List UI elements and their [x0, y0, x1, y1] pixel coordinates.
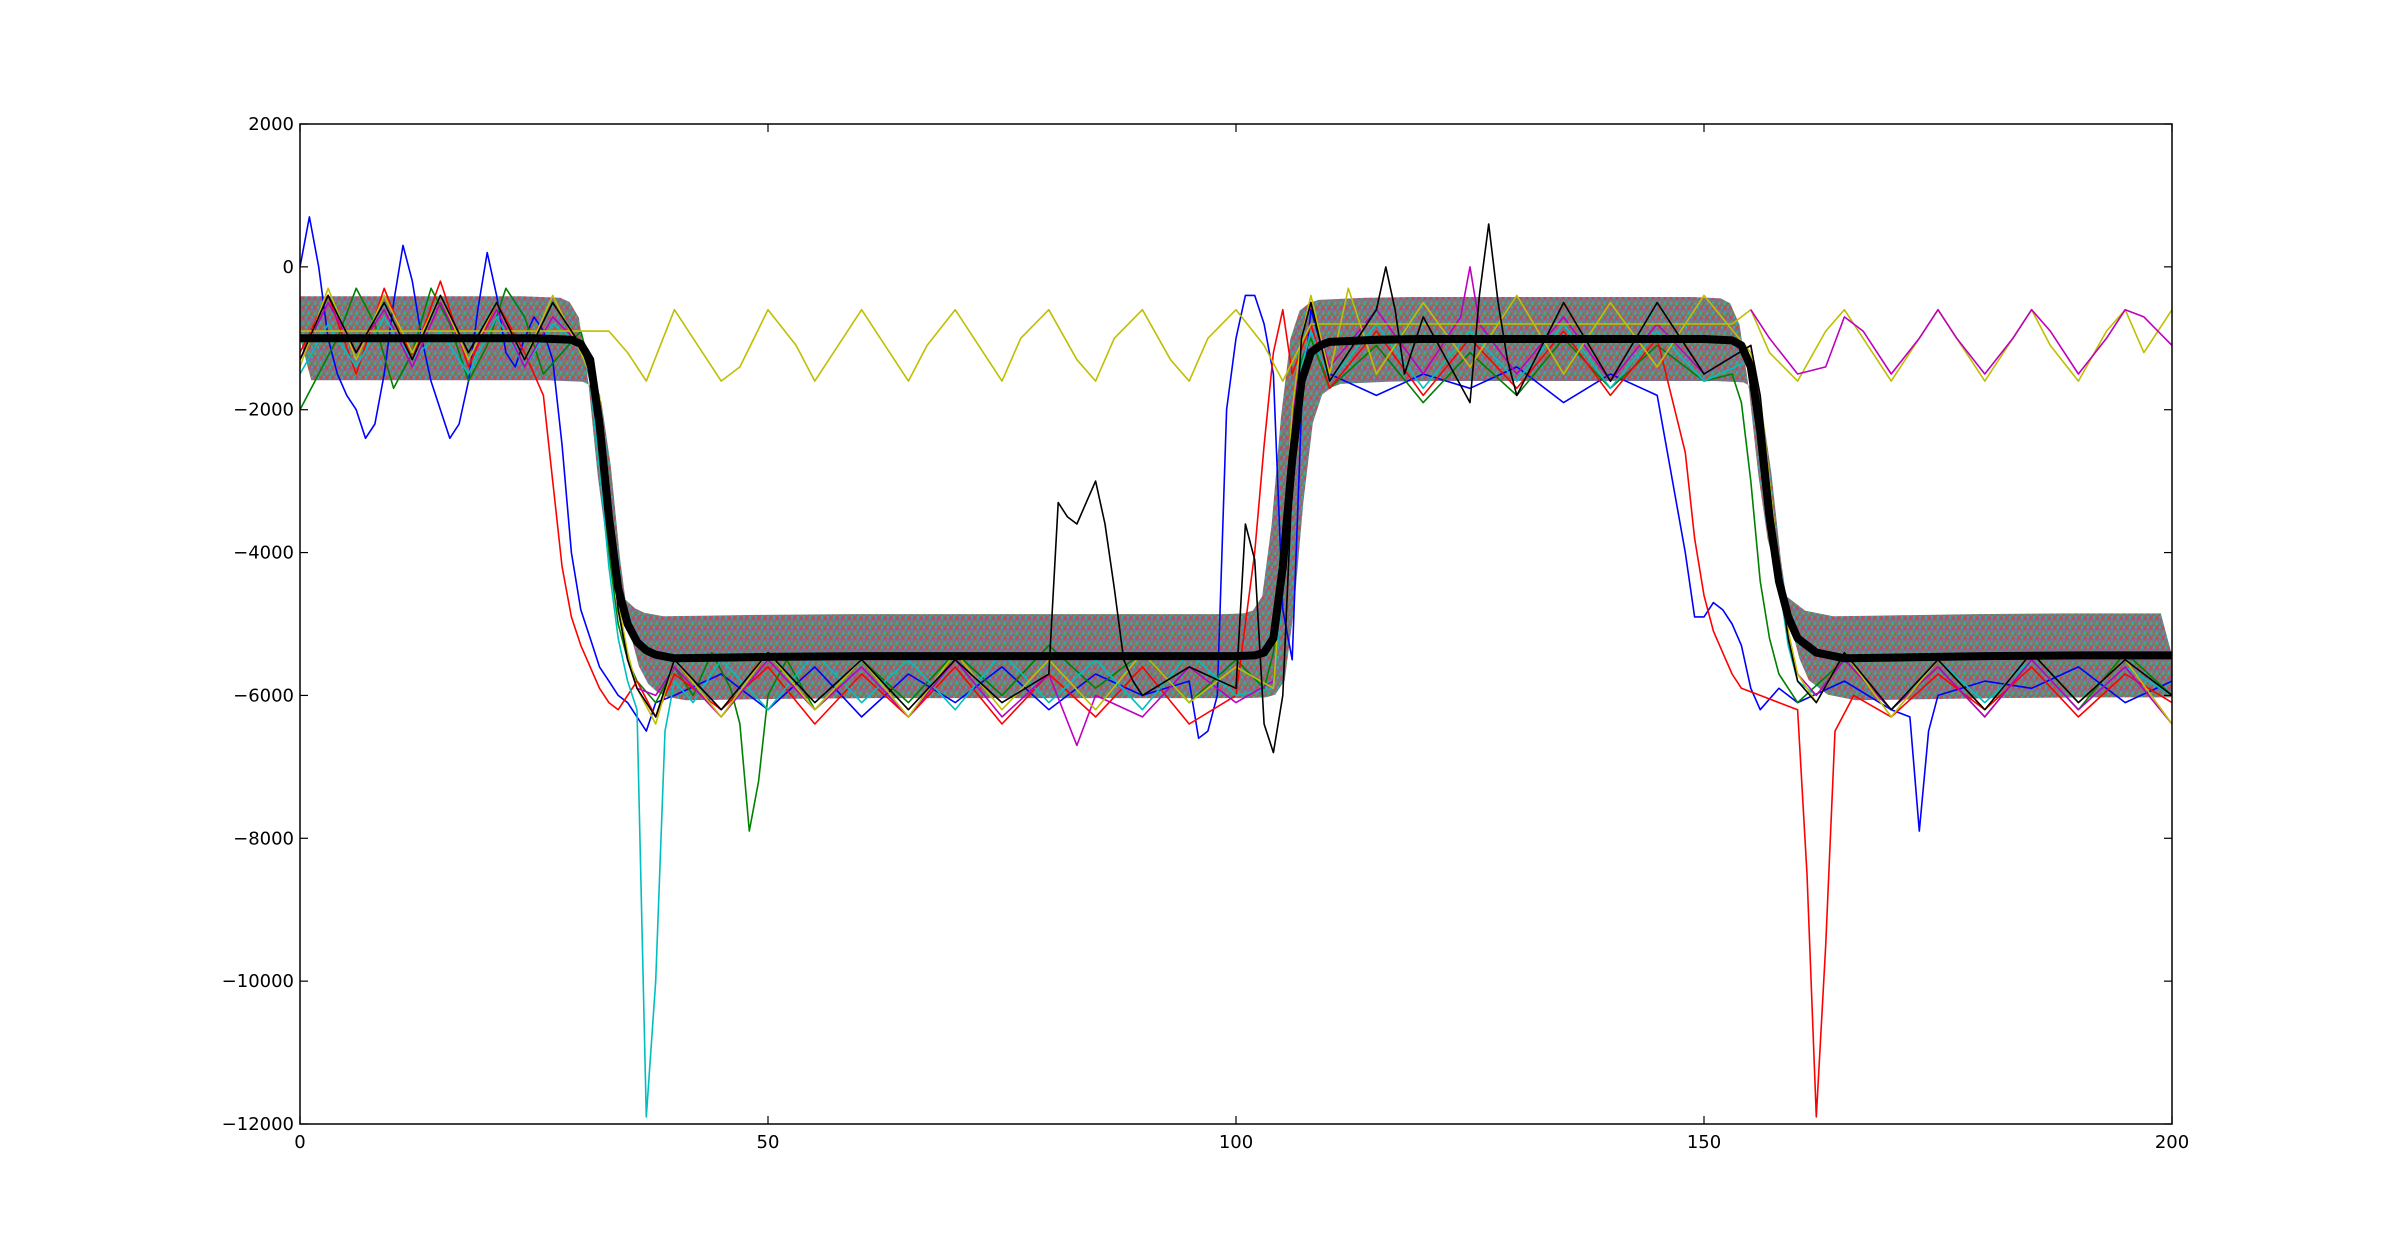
y-tick-label: −2000: [233, 400, 294, 421]
y-tick-label: 2000: [248, 114, 294, 135]
mean-line: [300, 334, 2172, 663]
x-tick-label: 100: [1219, 1132, 1253, 1153]
x-tick-label: 200: [2155, 1132, 2189, 1153]
series-line-1: [300, 287, 2172, 832]
series-line-2: [300, 280, 2172, 1118]
mean-line-layer: [300, 334, 2172, 663]
y-tick-label: 0: [283, 257, 294, 278]
y-axis: 2000 0 −2000 −4000 −6000 −8000 −10000 −12000: [222, 114, 2172, 1135]
y-tick-label: −8000: [233, 828, 294, 849]
x-tick-label: 0: [294, 1132, 305, 1153]
y-tick-label: −6000: [233, 685, 294, 706]
x-tick-label: 50: [757, 1132, 780, 1153]
y-tick-label: −12000: [222, 1114, 294, 1135]
x-tick-label: 150: [1687, 1132, 1721, 1153]
y-tick-label: −10000: [222, 971, 294, 992]
x-axis: 0 50 100 150 200: [294, 124, 2189, 1153]
series-line-7: [1750, 308, 2172, 375]
y-tick-label: −4000: [233, 543, 294, 564]
